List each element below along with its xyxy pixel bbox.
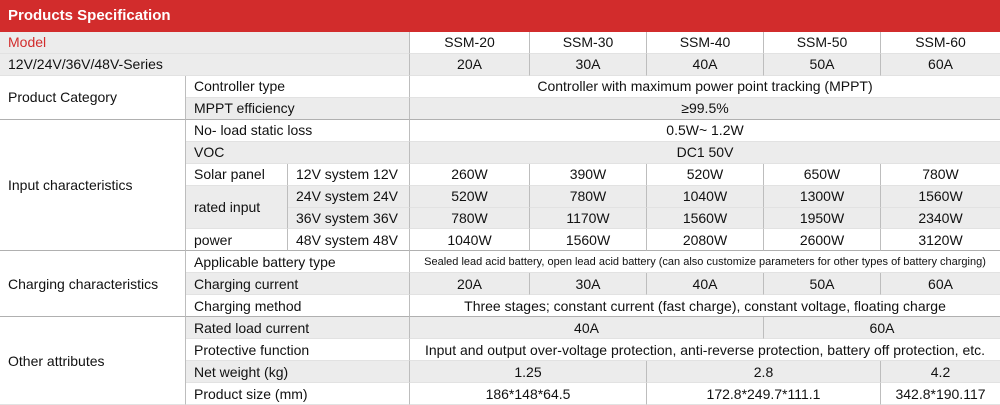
protective-function-label: Protective function (186, 339, 410, 362)
system-24v-value: 1040W (647, 185, 764, 208)
system-24v-value: 1300W (764, 185, 881, 208)
charging-current-value: 20A (410, 273, 530, 296)
system-48v-value: 3120W (881, 229, 1000, 252)
system-36v-value: 1560W (647, 207, 764, 230)
system-12v-value: 390W (530, 163, 647, 186)
system-36v-value: 1950W (764, 207, 881, 230)
system-48v-value: 1560W (530, 229, 647, 252)
model-label: Model (0, 32, 410, 54)
net-weight-value: 4.2 (881, 361, 1000, 384)
model-ssm-60: SSM-60 (881, 32, 1000, 54)
system-48v-value: 2600W (764, 229, 881, 252)
series-current: 60A (881, 53, 1000, 76)
charging-current-value: 50A (764, 273, 881, 296)
solar-panel-label: Solar panel (186, 163, 288, 186)
voc-label: VOC (186, 141, 410, 164)
series-current: 20A (410, 53, 530, 76)
charging-method-value: Three stages; constant current (fast cha… (410, 295, 1000, 318)
battery-type-label: Applicable battery type (186, 251, 410, 274)
system-36v-label: 36V system 36V (288, 207, 410, 230)
load-current-label: Rated load current (186, 317, 410, 340)
system-36v-value: 1170W (530, 207, 647, 230)
category-charging: Charging characteristics (0, 251, 186, 318)
category-other: Other attributes (0, 317, 186, 405)
product-size-value: 186*148*64.5 (410, 383, 647, 405)
table-title: Products Specification (0, 0, 1000, 32)
product-size-value: 342.8*190.117 (881, 383, 1000, 405)
system-48v-value: 1040W (410, 229, 530, 252)
net-weight-value: 1.25 (410, 361, 647, 384)
system-36v-value: 780W (410, 207, 530, 230)
charging-current-value: 30A (530, 273, 647, 296)
controller-type-value: Controller with maximum power point trac… (410, 76, 1000, 98)
charging-current-value: 40A (647, 273, 764, 296)
series-current: 50A (764, 53, 881, 76)
system-12v-value: 260W (410, 163, 530, 186)
system-24v-value: 780W (530, 185, 647, 208)
model-ssm-20: SSM-20 (410, 32, 530, 54)
system-24v-value: 1560W (881, 185, 1000, 208)
charging-method-label: Charging method (186, 295, 410, 318)
product-size-label: Product size (mm) (186, 383, 410, 405)
net-weight-label: Net weight (kg) (186, 361, 410, 384)
no-load-loss-label: No- load static loss (186, 119, 410, 142)
system-48v-label: 48V system 48V (288, 229, 410, 252)
charging-current-value: 60A (881, 273, 1000, 296)
system-36v-value: 2340W (881, 207, 1000, 230)
rated-input-label: rated input (186, 185, 288, 230)
system-12v-value: 520W (647, 163, 764, 186)
system-12v-value: 650W (764, 163, 881, 186)
system-12v-label: 12V system 12V (288, 163, 410, 186)
system-48v-value: 2080W (647, 229, 764, 252)
battery-type-value: Sealed lead acid battery, open lead acid… (410, 251, 1000, 274)
no-load-loss-value: 0.5W~ 1.2W (410, 120, 1000, 142)
mppt-efficiency-label: MPPT efficiency (186, 97, 410, 120)
series-current: 30A (530, 53, 647, 76)
spec-table: Model SSM-20 SSM-30 SSM-40 SSM-50 SSM-60… (0, 32, 1000, 405)
system-24v-label: 24V system 24V (288, 185, 410, 208)
model-ssm-30: SSM-30 (530, 32, 647, 54)
model-ssm-40: SSM-40 (647, 32, 764, 54)
voc-value: DC1 50V (410, 141, 1000, 164)
category-product: Product Category (0, 75, 186, 120)
power-label: power (186, 229, 288, 252)
model-ssm-50: SSM-50 (764, 32, 881, 54)
net-weight-value: 2.8 (647, 361, 881, 384)
system-24v-value: 520W (410, 185, 530, 208)
load-current-value: 40A (410, 317, 764, 340)
system-12v-value: 780W (881, 164, 1000, 186)
category-input: Input characteristics (0, 119, 186, 252)
charging-current-label: Charging current (186, 273, 410, 296)
controller-type-label: Controller type (186, 75, 410, 98)
series-current: 40A (647, 53, 764, 76)
mppt-efficiency-value: ≥99.5% (410, 97, 1000, 120)
load-current-value: 60A (764, 317, 1000, 340)
protective-function-value: Input and output over-voltage protection… (410, 339, 1000, 362)
series-label: 12V/24V/36V/48V-Series (0, 53, 410, 76)
product-size-value: 172.8*249.7*111.1 (647, 383, 881, 405)
